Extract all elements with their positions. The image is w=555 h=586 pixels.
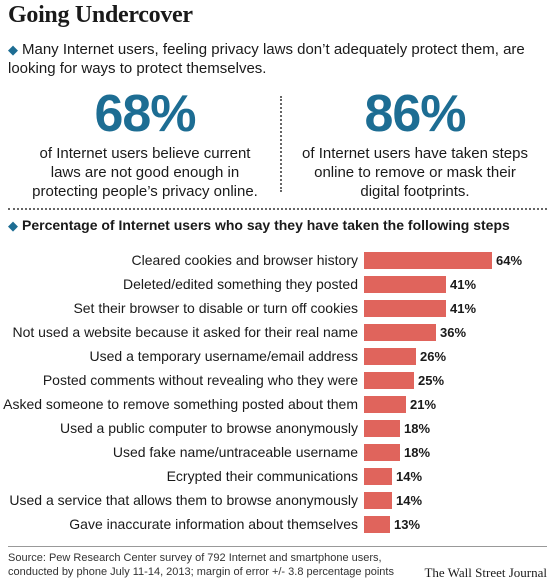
bar	[364, 420, 400, 437]
bar	[364, 492, 392, 509]
category-label: Not used a website because it asked for …	[12, 324, 358, 340]
stat-block-68: 68% of Internet users believe current la…	[30, 86, 260, 201]
value-label: 41%	[450, 277, 476, 292]
category-label: Gave inaccurate information about themse…	[69, 516, 358, 532]
value-label: 21%	[410, 397, 436, 412]
stat-description: of Internet users have taken steps onlin…	[302, 145, 528, 200]
intro-sentence: Many Internet users, feeling privacy law…	[8, 41, 525, 77]
stat-block-86: 86% of Internet users have taken steps o…	[300, 86, 530, 201]
value-label: 14%	[396, 493, 422, 508]
category-label: Ecrypted their communications	[167, 468, 358, 484]
bar	[364, 348, 416, 365]
chart-heading: ◆ Percentage of Internet users who say th…	[8, 217, 510, 234]
horizontal-divider	[8, 208, 547, 210]
bar	[364, 516, 390, 533]
value-label: 64%	[496, 253, 522, 268]
category-label: Used a service that allows them to brows…	[9, 492, 358, 508]
bar	[364, 300, 446, 317]
value-label: 25%	[418, 373, 444, 388]
bar	[364, 468, 392, 485]
chart-heading-text: Percentage of Internet users who say the…	[22, 217, 510, 233]
bar	[364, 252, 492, 269]
category-label: Deleted/edited something they posted	[123, 276, 358, 292]
value-label: 18%	[404, 421, 430, 436]
bar-chart: Cleared cookies and browser history 64% De…	[3, 252, 522, 533]
category-label: Used fake name/untraceable username	[113, 444, 358, 460]
category-label: Asked someone to remove something posted…	[3, 396, 358, 412]
publisher-credit: The Wall Street Journal	[424, 565, 547, 580]
intro-text: ◆ Many Internet users, feeling privacy la…	[8, 40, 548, 78]
category-label: Set their browser to disable or turn off…	[73, 300, 358, 316]
diamond-bullet-icon: ◆	[8, 218, 18, 233]
category-label: Cleared cookies and browser history	[132, 252, 358, 268]
stat-value: 68%	[94, 85, 196, 143]
page-title: Going Undercover	[8, 2, 193, 28]
value-label: 26%	[420, 349, 446, 364]
stat-description: of Internet users believe current laws a…	[32, 145, 258, 200]
bar	[364, 324, 436, 341]
bar	[364, 396, 406, 413]
category-label: Posted comments without revealing who th…	[43, 372, 358, 388]
value-label: 18%	[404, 445, 430, 460]
value-label: 36%	[440, 325, 466, 340]
footer-rule	[8, 546, 547, 547]
bar	[364, 444, 400, 461]
value-label: 14%	[396, 469, 422, 484]
category-label: Used a public computer to browse anonymo…	[60, 420, 358, 436]
stat-value: 86%	[364, 85, 466, 143]
vertical-divider	[280, 96, 282, 192]
bar	[364, 276, 446, 293]
diamond-bullet-icon: ◆	[8, 42, 18, 57]
source-note: Source: Pew Research Center survey of 79…	[8, 552, 394, 578]
value-label: 41%	[450, 301, 476, 316]
category-label: Used a temporary username/email address	[90, 348, 358, 364]
bar	[364, 372, 414, 389]
value-label: 13%	[394, 517, 420, 532]
